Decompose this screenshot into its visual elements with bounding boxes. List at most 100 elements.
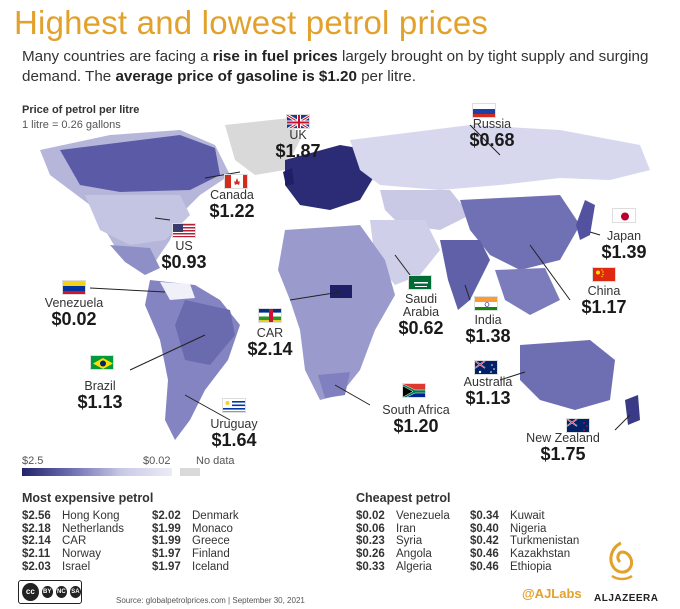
uk-region [283,168,294,186]
canada-region [60,135,220,192]
page-title: Highest and lowest petrol prices [14,4,489,41]
list-item: $2.56 Hong Kong [22,510,124,523]
greenland [225,118,300,175]
venezuela-flag-icon [62,280,86,295]
list-item: $0.23 Syria [356,535,450,548]
price-value: $1.99 [152,535,181,548]
ajlabs-handle: @AJLabs [522,586,582,601]
africa [278,225,395,400]
cc-by-icon: BY [41,586,53,598]
country-name: Monaco [192,522,233,535]
cheapest-list-2: $0.34 Kuwait $0.40 Nigeria $0.42 Turkmenistan… [470,510,579,574]
leader-india [464,284,471,301]
mexico-region [110,245,160,275]
country-name: Syria [396,535,423,548]
legend-max: $2.5 [22,455,44,467]
label-new-zealand: New Zealand $1.75 [526,431,600,465]
brazil-flag-icon [90,355,114,370]
japan-flag-icon [612,208,636,223]
list-item: $1.97 Finland [152,548,239,561]
leader-russia [469,124,501,156]
label-car: CAR $2.14 [247,326,293,360]
list-item: $1.99 Monaco [152,523,239,536]
legend-min: $0.02 [143,455,171,467]
price-value: $2.02 [152,510,181,522]
leader-canada [204,171,241,179]
expensive-list-1: $2.56 Hong Kong $2.18 Netherlands $2.14 CAR $2… [22,510,124,574]
china-region [460,195,580,270]
country-name: Israel [62,560,91,573]
world-map [40,118,650,440]
uk-flag-icon [286,114,310,129]
country-name: Denmark [192,510,239,522]
country-name: Finland [192,548,230,561]
label-australia: Australia $1.13 [463,375,513,409]
leader-venezuela [89,287,166,293]
leader-australia [499,371,526,381]
label-uruguay: Uruguay $1.64 [210,417,258,451]
uruguay-flag-icon [222,398,246,413]
list-item: $0.26 Angola [356,548,450,561]
price-value: $0.46 [470,560,499,573]
aljazeera-wordmark: ALJAZEERA [594,593,659,604]
us-region [85,195,190,245]
cc-sa-icon: SA [69,586,81,598]
list-item: $0.34 Kuwait [470,510,579,523]
leader-saudi [394,254,411,276]
source-text: Source: globalpetrolprices.com | Septemb… [116,596,305,605]
country-name: Angola [396,548,432,561]
cheapest-title: Cheapest petrol [356,491,451,505]
saudi-flag-icon [408,275,432,290]
leader-southafrica [334,384,371,406]
leader-china [529,244,571,301]
leader-us [154,217,171,221]
country-name: Iran [396,522,416,535]
russia [350,125,650,190]
list-item: $1.99 Greece [152,535,239,548]
country-name: Ethiopia [510,560,552,573]
legend-nodata-swatch [180,468,200,476]
china-flag-icon [592,267,616,282]
price-value: $1.99 [152,522,181,535]
label-venezuela: Venezuela $0.02 [44,296,104,330]
country-name: Iceland [192,560,230,573]
south-africa-region [318,372,350,398]
leader-brazil [129,334,206,371]
legend-gradient [22,468,172,476]
australia-flag-icon [474,360,498,375]
list-item: $0.46 Kazakhstan [470,548,579,561]
canada-flag-icon [224,174,248,189]
country-name: Hong Kong [62,510,120,522]
price-value: $0.40 [470,522,499,535]
india-region [440,240,490,310]
price-value: $2.11 [22,548,51,561]
country-name: Turkmenistan [510,535,580,548]
map-note: 1 litre = 0.26 gallons [22,119,121,131]
india-flag-icon [474,296,498,311]
price-value: $0.46 [470,548,499,561]
label-saudi: Saudi Arabia $0.62 [398,292,444,339]
label-russia: Russia $0.68 [469,117,515,151]
price-value: $1.97 [152,560,181,573]
price-value: $2.03 [22,560,51,573]
list-item: $0.33 Algeria [356,561,450,574]
label-india: India $1.38 [465,313,511,347]
cheapest-list-1: $0.02 Venezuela $0.06 Iran $0.23 Syria $0.26 An… [356,510,450,574]
list-item: $2.18 Netherlands [22,523,124,536]
legend-nodata-label: No data [196,455,235,467]
country-name: Greece [192,535,230,548]
subtitle: Many countries are facing a rise in fuel… [22,48,649,85]
australia [520,340,615,410]
label-south-africa: South Africa $1.20 [382,403,450,437]
aljazeera-logo-icon [609,541,634,581]
country-name: Kazakhstan [510,548,571,561]
price-value: $0.42 [470,535,499,548]
list-item: $2.11 Norway [22,548,124,561]
expensive-title: Most expensive petrol [22,491,154,505]
southeast-asia [495,268,560,315]
label-us: US $0.93 [161,239,207,273]
price-value: $0.23 [356,535,385,548]
map-title: Price of petrol per litre [22,104,140,116]
country-name: Kuwait [510,510,545,522]
leader-uruguay [184,394,231,421]
